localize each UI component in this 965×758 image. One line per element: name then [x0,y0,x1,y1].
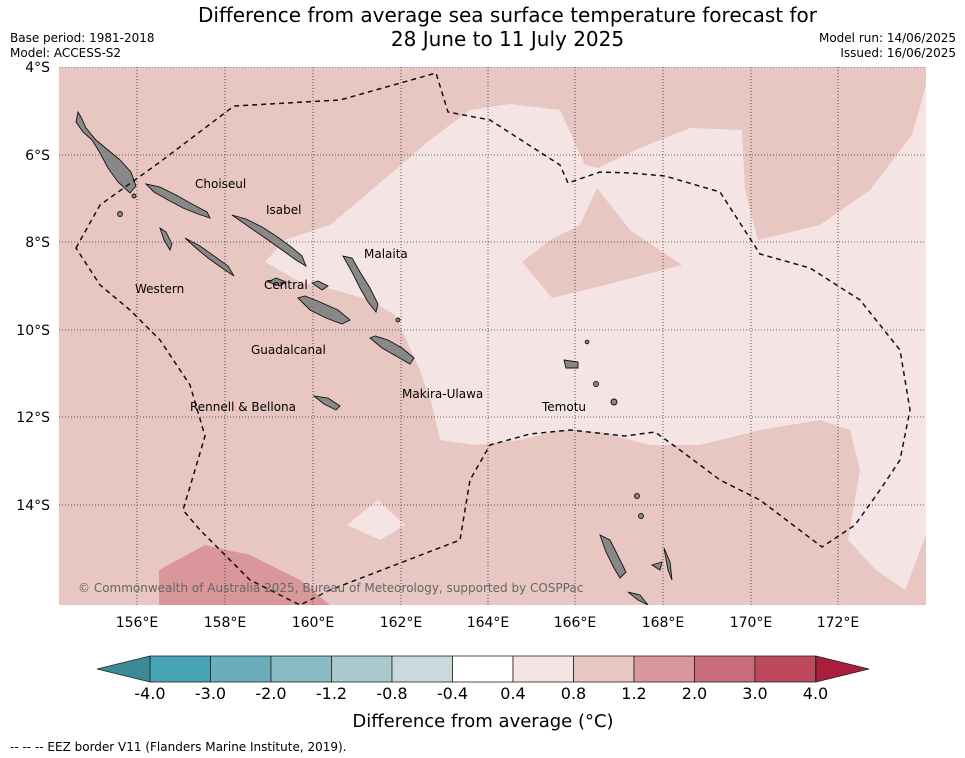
anomaly-band-12-20 [159,545,330,605]
lat-label: 10°S [16,323,50,339]
province-labels: Choiseul Isabel Malaita Western Central … [135,177,586,414]
province-label-malaita: Malaita [364,247,408,261]
colorbar-swatch [210,655,272,683]
eez-border [75,72,911,605]
latitude-labels: 4°S 6°S 8°S 10°S 12°S 14°S [16,60,50,514]
province-label-choiseul: Choiseul [195,177,246,191]
colorbar-swatch [331,655,393,683]
province-label-isabel: Isabel [266,203,301,217]
province-label-temotu: Temotu [541,400,586,414]
lat-label: 4°S [25,60,50,76]
anomaly-band-04-08 [265,85,926,590]
colorbar-extend-low [96,655,151,683]
colorbar-swatch [573,655,635,683]
lon-label: 170°E [730,615,773,631]
lat-label: 6°S [25,148,50,164]
colorbar-tick-label: -1.2 [316,684,347,703]
land-masses [75,110,673,605]
colorbar-tick-label: 4.0 [803,684,828,703]
colorbar: -4.0 -3.0 -2.0 -1.2 -0.8 -0.4 0.4 0.8 1.2 2.0 3.0 4… [96,655,870,732]
colorbar-tick-label: 0.4 [500,684,525,703]
lat-label: 8°S [25,235,50,251]
colorbar-label: Difference from average (°C) [352,711,613,732]
lon-label: 156°E [116,615,159,631]
eez-legend-note: -- -- -- EEZ border V11 (Flanders Marine… [10,740,347,754]
province-label-guadalcanal: Guadalcanal [251,343,326,357]
model-run-text: Model run: 14/06/2025 [818,31,956,45]
meta-left: Base period: 1981-2018 Model: ACCESS-S2 [10,31,155,61]
map-area: Choiseul Isabel Malaita Western Central … [59,67,926,605]
title-line-2: 28 June to 11 July 2025 [390,27,625,51]
graticule [59,67,926,605]
colorbar-swatch [694,655,756,683]
province-label-makira-ulawa: Makira-Ulawa [402,387,483,401]
colorbar-tick-label: -0.8 [376,684,407,703]
lon-label: 160°E [292,615,335,631]
colorbar-extend-high [815,655,870,683]
base-period-text: Base period: 1981-2018 [10,31,155,45]
colorbar-swatch [391,655,453,683]
model-text: Model: ACCESS-S2 [10,46,122,60]
colorbar-tick-label: 3.0 [742,684,767,703]
map-title: Difference from average sea surface temp… [0,3,965,51]
colorbar-tick-label: 2.0 [682,684,707,703]
province-label-western: Western [135,282,184,296]
lon-label: 164°E [467,615,510,631]
longitude-labels: 156°E 158°E 160°E 162°E 164°E 166°E 168°… [116,615,860,631]
colorbar-swatch [149,655,211,683]
colorbar-swatch [452,655,514,683]
lon-label: 166°E [554,615,597,631]
colorbar-swatch [512,655,574,683]
colorbar-tick-label: 0.8 [561,684,586,703]
province-label-central: Central [264,278,308,292]
lon-label: 172°E [817,615,860,631]
province-label-rennell-bellona: Rennell & Bellona [190,400,296,414]
colorbar-swatch [633,655,695,683]
lat-label: 14°S [16,498,50,514]
title-line-1: Difference from average sea surface temp… [197,3,817,27]
lon-label: 162°E [380,615,423,631]
meta-right: Model run: 14/06/2025 Issued: 16/06/2025 [819,31,956,61]
colorbar-tick-label: -0.4 [437,684,468,703]
colorbar-swatch [270,655,332,683]
colorbar-tick-label: -2.0 [255,684,286,703]
colorbar-swatch [754,655,816,683]
colorbar-tick-label: -4.0 [134,684,165,703]
colorbar-tick-label: -3.0 [195,684,226,703]
lon-label: 158°E [204,615,247,631]
issued-text: Issued: 16/06/2025 [840,46,956,60]
lon-label: 168°E [642,615,685,631]
colorbar-tick-label: 1.2 [621,684,646,703]
lat-label: 12°S [16,410,50,426]
copyright-notice: © Commonwealth of Australia 2025, Bureau… [78,581,583,595]
